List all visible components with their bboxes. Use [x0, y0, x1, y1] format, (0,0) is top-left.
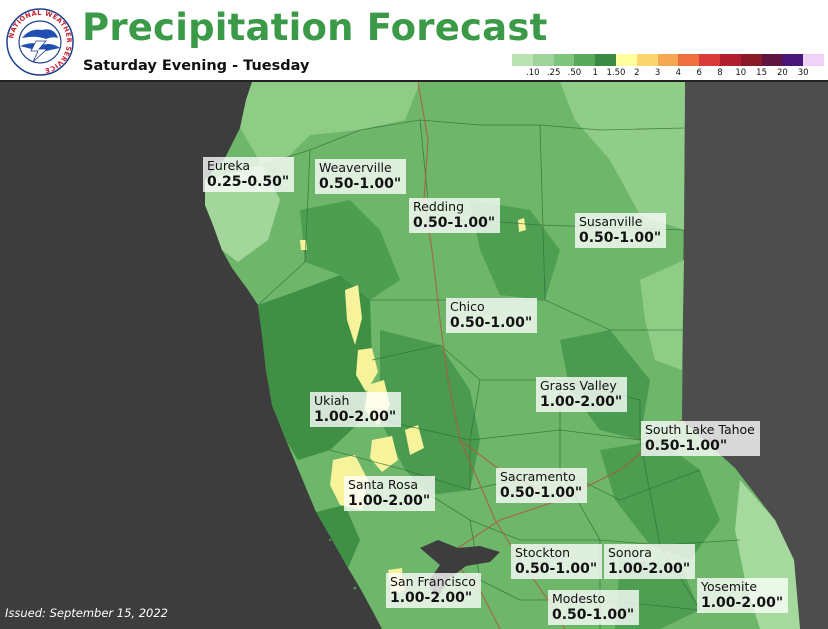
coastal-rock: [328, 538, 332, 542]
location-label-stockton: Stockton 0.50-1.00": [511, 544, 603, 580]
location-label-weaverville: Weaverville 0.50-1.00": [315, 159, 407, 195]
dark-zone-sierra-central: [600, 440, 720, 560]
legend-label: 6: [696, 68, 702, 78]
legend-swatch: [636, 54, 658, 66]
location-label-modesto: Modesto 0.50-1.00": [548, 590, 640, 626]
legend-swatch: [699, 54, 720, 66]
page-subtitle: Saturday Evening - Tuesday: [83, 58, 310, 74]
legend-swatch: [782, 54, 804, 66]
location-label-chico: Chico 0.50-1.00": [446, 298, 538, 334]
location-label-south-lake-tahoe: South Lake Tahoe 0.50-1.00": [641, 421, 760, 457]
nws-logo-icon: NATIONAL WEATHER SERVICE: [6, 8, 74, 76]
legend-swatch: [761, 54, 783, 66]
legend-label: .50: [567, 68, 582, 78]
legend-labels: .10 .25 .50 1 1.50 2 3 4 6 8 10 15 20 30: [512, 68, 824, 80]
farallon-island: [353, 586, 357, 590]
location-label-san-francisco: San Francisco 1.00-2.00": [386, 573, 481, 609]
legend-label: 1.50: [606, 68, 626, 78]
legend-label: 3: [654, 68, 661, 78]
nevada-region: [682, 82, 828, 629]
legend-swatch: [615, 54, 637, 66]
location-label-sonora: Sonora 1.00-2.00": [604, 544, 696, 580]
legend-swatch: [803, 54, 824, 66]
legend-swatch: [678, 54, 700, 66]
legend-swatch: [595, 54, 616, 66]
legend-swatch: [553, 54, 575, 66]
legend-label: .10: [526, 68, 540, 78]
yellow-zone-2: [356, 348, 378, 392]
legend-color-bar: [512, 54, 824, 66]
location-label-susanville: Susanville 0.50-1.00": [575, 213, 667, 249]
legend-label: 8: [717, 68, 723, 78]
location-label-eureka: Eureka 0.25-0.50": [203, 157, 295, 193]
legend-swatch: [657, 54, 679, 66]
legend-swatch: [532, 54, 554, 66]
precipitation-map: [0, 82, 828, 629]
legend-swatch: [719, 54, 741, 66]
location-label-sacramento: Sacramento 0.50-1.00": [496, 468, 588, 504]
yellow-zone-1: [345, 285, 362, 345]
county-lines: [257, 119, 741, 629]
light-zone-northeast: [560, 82, 685, 230]
legend-swatch: [574, 54, 596, 66]
light-zone-north: [240, 82, 420, 165]
location-label-grass-valley: Grass Valley 1.00-2.00": [536, 377, 628, 413]
issued-date: Issued: September 15, 2022: [5, 606, 168, 620]
legend-label: 15: [756, 68, 768, 78]
legend-label: 10: [735, 68, 747, 78]
location-label-santa-rosa: Santa Rosa 1.00-2.00": [344, 476, 436, 512]
location-label-ukiah: Ukiah 1.00-2.00": [310, 392, 402, 428]
yellow-zone-6: [370, 436, 398, 472]
yellow-zone-8: [518, 218, 526, 232]
dark-zone-marin: [316, 505, 360, 568]
legend-label: 4: [675, 68, 682, 78]
legend-swatch: [740, 54, 762, 66]
legend-label: 20: [776, 68, 788, 78]
legend-label: 1: [592, 68, 598, 78]
dark-zone-valley-west: [380, 330, 480, 495]
header: NATIONAL WEATHER SERVICE Precipitation F…: [0, 0, 828, 82]
legend-label: .25: [546, 68, 561, 78]
yellow-zone-5: [405, 425, 424, 455]
legend-label: 30: [797, 68, 809, 78]
legend-label: 2: [634, 68, 640, 78]
location-label-redding: Redding 0.50-1.00": [409, 198, 501, 234]
dark-zone-trinity: [300, 200, 400, 300]
page-title: Precipitation Forecast: [82, 6, 548, 49]
location-label-yosemite: Yosemite 1.00-2.00": [697, 578, 789, 614]
light-zone-east: [640, 260, 684, 370]
legend-swatch: [512, 54, 533, 66]
